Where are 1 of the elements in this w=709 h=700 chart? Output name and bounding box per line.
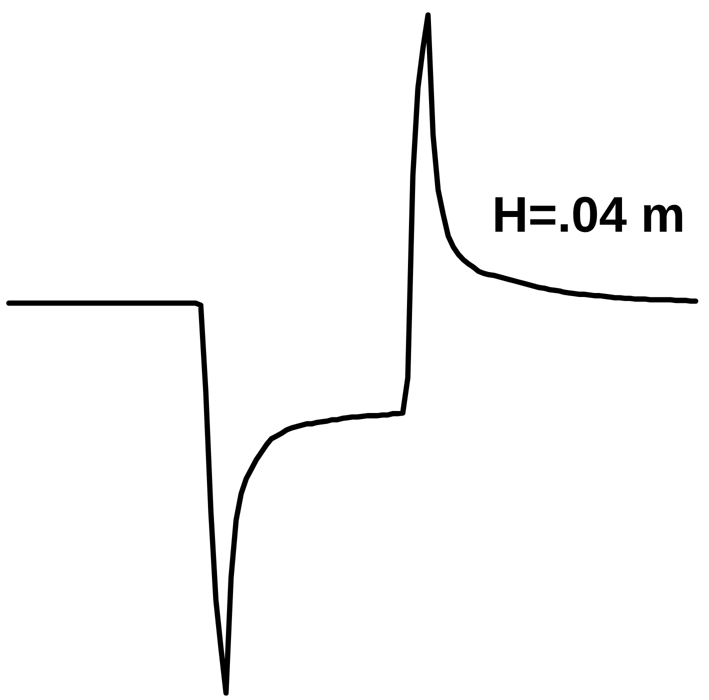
annotation: H=.04 m: [495, 196, 682, 232]
